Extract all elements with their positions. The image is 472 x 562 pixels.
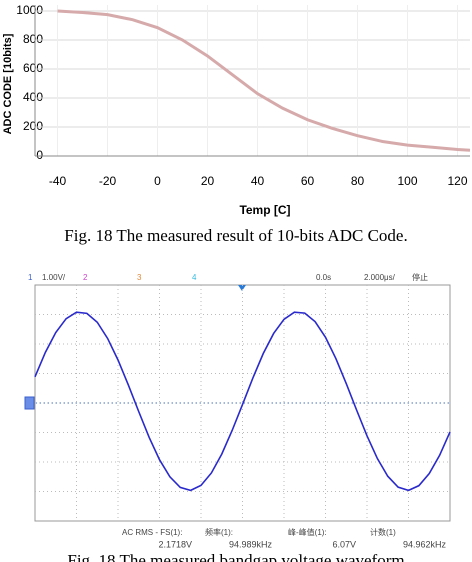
scope-header: 停止 bbox=[412, 272, 428, 282]
trigger-marker bbox=[238, 285, 246, 291]
scope-header: 1.00V/ bbox=[42, 273, 66, 282]
x-tick-label: 40 bbox=[251, 174, 265, 188]
measurement-value: 94.962kHz bbox=[403, 539, 447, 549]
scope-header: 3 bbox=[137, 273, 142, 282]
scope-header: 2 bbox=[83, 273, 88, 282]
x-tick-label: 100 bbox=[397, 174, 417, 188]
measurement-value: 6.07V bbox=[332, 539, 356, 549]
channel-marker bbox=[24, 396, 35, 410]
x-tick-label: 20 bbox=[201, 174, 215, 188]
x-tick-label: 120 bbox=[447, 174, 467, 188]
measurement-value: 94.989kHz bbox=[229, 539, 273, 549]
y-tick-label: 1000 bbox=[16, 3, 43, 17]
scope-header: 2.000μs/ bbox=[364, 273, 396, 282]
measurement-label: 频率(1): bbox=[205, 527, 233, 537]
data-line bbox=[34, 311, 451, 492]
measurement-label: 峰-峰值(1): bbox=[288, 527, 327, 537]
y-tick-label: 0 bbox=[36, 148, 43, 162]
y-tick-label: 400 bbox=[23, 90, 43, 104]
x-tick-label: -40 bbox=[49, 174, 67, 188]
y-tick-label: 600 bbox=[23, 61, 43, 75]
data-line bbox=[57, 9, 471, 152]
scope-header: 1 bbox=[28, 273, 33, 282]
x-tick-label: 0 bbox=[154, 174, 161, 188]
measurement-label: 计数(1) bbox=[370, 527, 396, 537]
figure-caption: Fig. 18 The measured result of 10-bits A… bbox=[64, 226, 407, 245]
measurement-label: AC RMS - FS(1): bbox=[122, 528, 182, 537]
y-tick-label: 200 bbox=[23, 119, 43, 133]
figure-caption: Fig. 18 The measured bandgap voltage wav… bbox=[67, 551, 404, 562]
measurement-value: 2.1718V bbox=[158, 539, 192, 549]
scope-header: 4 bbox=[192, 273, 197, 282]
scope-header: 0.0s bbox=[316, 273, 331, 282]
y-tick-label: 800 bbox=[23, 32, 43, 46]
x-tick-label: -20 bbox=[99, 174, 117, 188]
x-axis-label: Temp [C] bbox=[239, 203, 290, 217]
x-tick-label: 60 bbox=[301, 174, 315, 188]
x-tick-label: 80 bbox=[351, 174, 365, 188]
y-axis-label: ADC CODE [10bits] bbox=[2, 33, 14, 134]
